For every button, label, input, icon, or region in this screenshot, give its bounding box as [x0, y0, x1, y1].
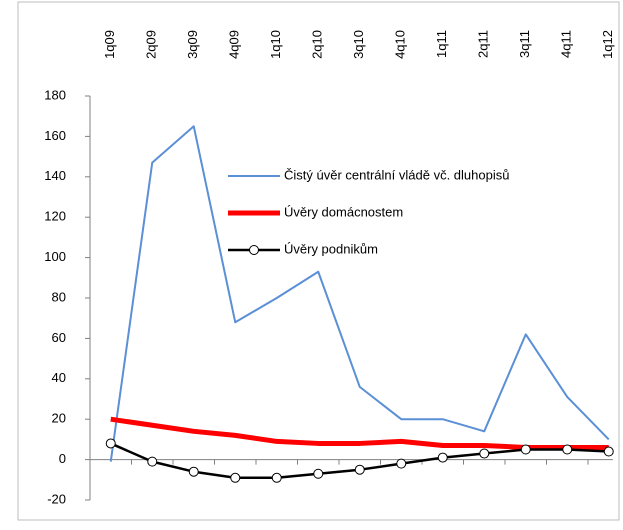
chart-frame — [17, 1, 620, 521]
y-tick-label: 80 — [52, 289, 66, 304]
series-marker — [230, 472, 241, 483]
series-line — [109, 125, 610, 462]
series-marker — [603, 446, 614, 457]
x-tick-label: 3q09 — [185, 30, 200, 59]
x-tick-label: 3q10 — [351, 30, 366, 59]
y-tick-label: 60 — [52, 330, 66, 345]
x-tick-label: 4q11 — [559, 30, 574, 58]
series-marker — [105, 438, 116, 449]
x-tick-label: 4q10 — [393, 30, 408, 59]
series-marker — [147, 456, 158, 467]
series-marker — [562, 444, 573, 455]
x-tick-label: 1q12 — [600, 30, 615, 59]
series-marker — [188, 466, 199, 477]
legend-label: Čistý úvěr centrální vládě vč. dluhopisů — [284, 167, 509, 182]
x-tick-label: 2q10 — [310, 30, 325, 59]
y-tick-label: 180 — [44, 87, 66, 102]
x-tick-label: 1q10 — [268, 30, 283, 59]
x-tick-label: 1q09 — [102, 30, 117, 59]
x-tick-label: 1q11 — [434, 30, 449, 58]
y-tick-label: 160 — [44, 128, 66, 143]
y-tick-label: 40 — [52, 370, 66, 385]
legend-marker — [249, 245, 259, 255]
y-tick-label: 140 — [44, 168, 66, 183]
series-marker — [437, 452, 448, 463]
series-marker — [479, 448, 490, 459]
y-tick-label: 120 — [44, 209, 66, 224]
x-tick-label: 2q11 — [476, 30, 491, 58]
x-tick-label: 4q09 — [227, 30, 242, 59]
series-marker — [396, 458, 407, 469]
y-tick-label: 0 — [59, 451, 66, 466]
series-marker — [313, 468, 324, 479]
x-tick-label: 2q09 — [144, 30, 159, 59]
series-marker — [520, 444, 531, 455]
x-tick-label: 3q11 — [517, 30, 532, 58]
y-tick-label: -20 — [47, 491, 66, 506]
series-marker — [271, 472, 282, 483]
y-tick-label: 100 — [44, 249, 66, 264]
series-marker — [354, 464, 365, 475]
legend-label: Úvěry domácnostem — [284, 204, 403, 219]
legend-label: Úvěry podnikům — [284, 241, 378, 256]
y-tick-label: 20 — [52, 411, 66, 426]
